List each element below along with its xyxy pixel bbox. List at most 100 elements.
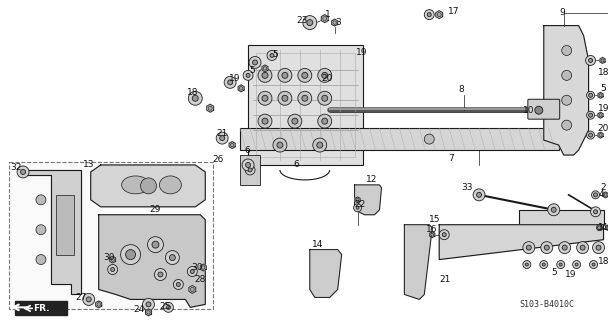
Text: 23: 23 bbox=[296, 16, 307, 25]
Circle shape bbox=[298, 68, 312, 82]
Circle shape bbox=[594, 193, 598, 197]
Circle shape bbox=[140, 178, 156, 194]
Circle shape bbox=[190, 269, 195, 274]
Text: 18: 18 bbox=[598, 68, 609, 77]
Circle shape bbox=[321, 95, 328, 101]
Circle shape bbox=[557, 260, 565, 268]
Circle shape bbox=[126, 250, 135, 260]
Polygon shape bbox=[262, 65, 268, 72]
Circle shape bbox=[246, 73, 250, 77]
Circle shape bbox=[473, 189, 485, 201]
Polygon shape bbox=[96, 301, 102, 308]
Text: 30: 30 bbox=[192, 263, 203, 272]
Circle shape bbox=[535, 106, 543, 114]
Circle shape bbox=[321, 72, 328, 78]
Circle shape bbox=[313, 138, 327, 152]
Bar bbox=[248, 45, 362, 165]
Text: 13: 13 bbox=[83, 160, 95, 170]
Polygon shape bbox=[600, 58, 605, 63]
Bar bbox=[240, 128, 559, 150]
Circle shape bbox=[589, 93, 592, 97]
Circle shape bbox=[148, 237, 163, 252]
Circle shape bbox=[551, 207, 556, 212]
Polygon shape bbox=[606, 225, 610, 231]
Circle shape bbox=[476, 192, 481, 197]
Circle shape bbox=[425, 10, 434, 20]
Text: FR.: FR. bbox=[33, 304, 49, 313]
Circle shape bbox=[599, 134, 602, 137]
Text: 5: 5 bbox=[551, 268, 556, 277]
Circle shape bbox=[190, 287, 195, 292]
Circle shape bbox=[562, 70, 572, 80]
Text: 11: 11 bbox=[598, 223, 609, 232]
Circle shape bbox=[592, 242, 605, 253]
Circle shape bbox=[187, 267, 197, 276]
Text: 9: 9 bbox=[560, 8, 565, 17]
Text: 19: 19 bbox=[598, 104, 609, 113]
Circle shape bbox=[228, 80, 232, 85]
Circle shape bbox=[562, 120, 572, 130]
Circle shape bbox=[242, 159, 254, 171]
Circle shape bbox=[559, 242, 570, 253]
Circle shape bbox=[587, 131, 595, 139]
Circle shape bbox=[592, 263, 595, 266]
Circle shape bbox=[239, 87, 243, 90]
Circle shape bbox=[83, 293, 95, 305]
Circle shape bbox=[111, 258, 115, 261]
Polygon shape bbox=[207, 104, 214, 112]
Text: 2: 2 bbox=[601, 183, 606, 192]
Circle shape bbox=[249, 56, 261, 68]
Circle shape bbox=[163, 302, 173, 312]
Circle shape bbox=[121, 244, 140, 265]
Circle shape bbox=[298, 91, 312, 105]
Text: 24: 24 bbox=[133, 305, 144, 314]
Text: 14: 14 bbox=[312, 240, 323, 249]
Circle shape bbox=[607, 226, 610, 229]
Circle shape bbox=[576, 242, 589, 253]
Circle shape bbox=[188, 91, 203, 105]
Text: 18: 18 bbox=[187, 88, 198, 97]
Text: 20: 20 bbox=[598, 124, 609, 132]
Circle shape bbox=[97, 303, 101, 306]
Circle shape bbox=[302, 95, 308, 101]
Bar bbox=[240, 155, 260, 185]
Polygon shape bbox=[355, 197, 360, 203]
Text: 7: 7 bbox=[448, 154, 454, 163]
Polygon shape bbox=[99, 215, 205, 307]
Circle shape bbox=[575, 263, 578, 266]
Circle shape bbox=[231, 143, 234, 147]
Circle shape bbox=[246, 163, 251, 167]
Circle shape bbox=[562, 45, 572, 55]
Circle shape bbox=[525, 263, 528, 266]
Polygon shape bbox=[603, 192, 608, 198]
Text: 30: 30 bbox=[103, 253, 115, 262]
Circle shape bbox=[36, 225, 46, 235]
Polygon shape bbox=[229, 141, 235, 148]
Text: 29: 29 bbox=[150, 205, 161, 214]
Circle shape bbox=[167, 305, 170, 309]
Circle shape bbox=[282, 72, 288, 78]
Circle shape bbox=[165, 251, 179, 265]
Text: 1: 1 bbox=[325, 10, 331, 19]
Circle shape bbox=[594, 210, 598, 214]
Circle shape bbox=[262, 95, 268, 101]
Circle shape bbox=[587, 91, 595, 99]
Text: 28: 28 bbox=[195, 275, 206, 284]
Circle shape bbox=[523, 260, 531, 268]
Circle shape bbox=[258, 114, 272, 128]
Circle shape bbox=[590, 207, 600, 217]
Circle shape bbox=[586, 55, 595, 65]
Polygon shape bbox=[238, 85, 244, 92]
Bar bbox=[56, 195, 74, 255]
Circle shape bbox=[258, 91, 272, 105]
Circle shape bbox=[270, 53, 274, 58]
Text: 3: 3 bbox=[335, 18, 340, 27]
Polygon shape bbox=[110, 256, 116, 263]
Circle shape bbox=[262, 72, 268, 78]
Polygon shape bbox=[598, 112, 603, 118]
Circle shape bbox=[176, 283, 181, 286]
Text: 4: 4 bbox=[598, 190, 605, 199]
Circle shape bbox=[542, 263, 545, 266]
Text: 19: 19 bbox=[229, 74, 241, 83]
Circle shape bbox=[292, 118, 298, 124]
